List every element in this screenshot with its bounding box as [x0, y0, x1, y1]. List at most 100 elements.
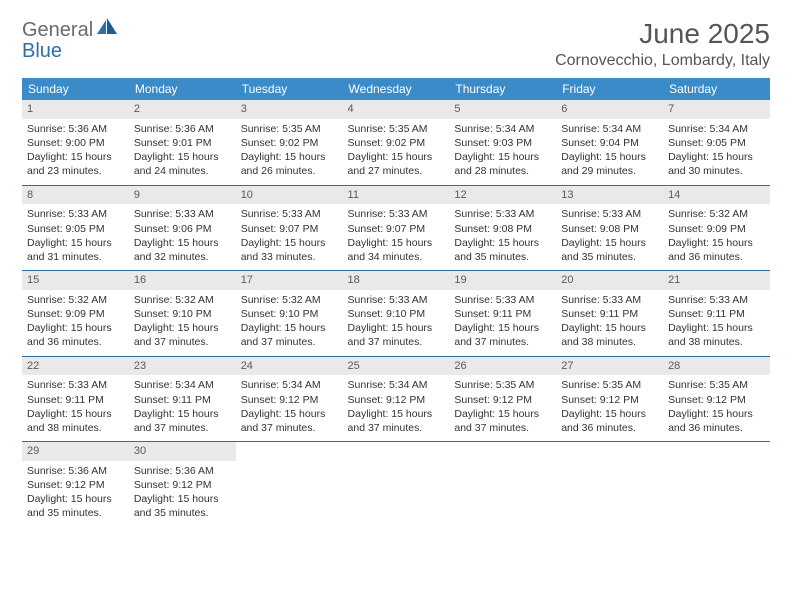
sunrise-line: Sunrise: 5:32 AM — [134, 293, 231, 307]
calendar-day-cell: 26Sunrise: 5:35 AMSunset: 9:12 PMDayligh… — [449, 356, 556, 442]
calendar-day-cell: 10Sunrise: 5:33 AMSunset: 9:07 PMDayligh… — [236, 185, 343, 271]
logo-text-blue: Blue — [22, 40, 62, 62]
sunrise-line: Sunrise: 5:34 AM — [134, 378, 231, 392]
daylight-line: Daylight: 15 hours and 23 minutes. — [27, 150, 124, 178]
sunrise-line: Sunrise: 5:33 AM — [241, 207, 338, 221]
sunset-line: Sunset: 9:12 PM — [241, 393, 338, 407]
day-number: 17 — [236, 271, 343, 290]
weekday-header: Wednesday — [343, 78, 450, 100]
month-title: June 2025 — [555, 18, 770, 50]
sunrise-line: Sunrise: 5:33 AM — [348, 293, 445, 307]
sunrise-line: Sunrise: 5:34 AM — [668, 122, 765, 136]
daylight-line: Daylight: 15 hours and 30 minutes. — [668, 150, 765, 178]
day-number: 5 — [449, 100, 556, 119]
day-number: 9 — [129, 186, 236, 205]
day-details: Sunrise: 5:34 AMSunset: 9:12 PMDaylight:… — [241, 378, 338, 435]
daylight-line: Daylight: 15 hours and 32 minutes. — [134, 236, 231, 264]
daylight-line: Daylight: 15 hours and 37 minutes. — [241, 407, 338, 435]
daylight-line: Daylight: 15 hours and 35 minutes. — [134, 492, 231, 520]
sunrise-line: Sunrise: 5:36 AM — [27, 122, 124, 136]
weekday-header: Friday — [556, 78, 663, 100]
day-number: 30 — [129, 442, 236, 461]
day-details: Sunrise: 5:35 AMSunset: 9:12 PMDaylight:… — [668, 378, 765, 435]
sunrise-line: Sunrise: 5:36 AM — [134, 464, 231, 478]
sunset-line: Sunset: 9:12 PM — [348, 393, 445, 407]
sunrise-line: Sunrise: 5:33 AM — [454, 207, 551, 221]
weekday-header: Sunday — [22, 78, 129, 100]
day-number: 27 — [556, 357, 663, 376]
calendar-day-cell: 5Sunrise: 5:34 AMSunset: 9:03 PMDaylight… — [449, 100, 556, 185]
daylight-line: Daylight: 15 hours and 34 minutes. — [348, 236, 445, 264]
sunrise-line: Sunrise: 5:32 AM — [668, 207, 765, 221]
sunset-line: Sunset: 9:05 PM — [668, 136, 765, 150]
sunrise-line: Sunrise: 5:32 AM — [241, 293, 338, 307]
daylight-line: Daylight: 15 hours and 36 minutes. — [668, 236, 765, 264]
calendar-day-cell: 11Sunrise: 5:33 AMSunset: 9:07 PMDayligh… — [343, 185, 450, 271]
day-number: 16 — [129, 271, 236, 290]
sunrise-line: Sunrise: 5:35 AM — [348, 122, 445, 136]
daylight-line: Daylight: 15 hours and 37 minutes. — [454, 407, 551, 435]
day-details: Sunrise: 5:33 AMSunset: 9:08 PMDaylight:… — [561, 207, 658, 264]
sunset-line: Sunset: 9:10 PM — [348, 307, 445, 321]
calendar-day-cell: .. — [343, 442, 450, 527]
day-number: 25 — [343, 357, 450, 376]
day-number: 2 — [129, 100, 236, 119]
sunset-line: Sunset: 9:12 PM — [134, 478, 231, 492]
sunset-line: Sunset: 9:10 PM — [241, 307, 338, 321]
calendar-week-row: 22Sunrise: 5:33 AMSunset: 9:11 PMDayligh… — [22, 356, 770, 442]
daylight-line: Daylight: 15 hours and 38 minutes. — [561, 321, 658, 349]
day-number: 24 — [236, 357, 343, 376]
sunset-line: Sunset: 9:07 PM — [348, 222, 445, 236]
calendar-day-cell: 20Sunrise: 5:33 AMSunset: 9:11 PMDayligh… — [556, 271, 663, 357]
daylight-line: Daylight: 15 hours and 26 minutes. — [241, 150, 338, 178]
daylight-line: Daylight: 15 hours and 33 minutes. — [241, 236, 338, 264]
weekday-header: Saturday — [663, 78, 770, 100]
sunset-line: Sunset: 9:09 PM — [27, 307, 124, 321]
sunrise-line: Sunrise: 5:35 AM — [241, 122, 338, 136]
day-details: Sunrise: 5:32 AMSunset: 9:10 PMDaylight:… — [134, 293, 231, 350]
sunset-line: Sunset: 9:03 PM — [454, 136, 551, 150]
day-details: Sunrise: 5:36 AMSunset: 9:12 PMDaylight:… — [27, 464, 124, 521]
calendar-day-cell: 12Sunrise: 5:33 AMSunset: 9:08 PMDayligh… — [449, 185, 556, 271]
day-number: 8 — [22, 186, 129, 205]
logo-sail-icon — [97, 23, 119, 40]
logo: General Blue — [22, 18, 119, 62]
day-number: 1 — [22, 100, 129, 119]
day-number: 23 — [129, 357, 236, 376]
calendar-week-row: 1Sunrise: 5:36 AMSunset: 9:00 PMDaylight… — [22, 100, 770, 185]
calendar-week-row: 29Sunrise: 5:36 AMSunset: 9:12 PMDayligh… — [22, 442, 770, 527]
daylight-line: Daylight: 15 hours and 37 minutes. — [241, 321, 338, 349]
sunset-line: Sunset: 9:12 PM — [27, 478, 124, 492]
sunset-line: Sunset: 9:02 PM — [241, 136, 338, 150]
sunset-line: Sunset: 9:08 PM — [561, 222, 658, 236]
weekday-header-row: SundayMondayTuesdayWednesdayThursdayFrid… — [22, 78, 770, 100]
weekday-header: Thursday — [449, 78, 556, 100]
weekday-header: Monday — [129, 78, 236, 100]
calendar-day-cell: 1 Sunrise: 5:36 AMSunset: 9:00 PMDaylight… — [22, 100, 129, 185]
sunset-line: Sunset: 9:12 PM — [561, 393, 658, 407]
sunrise-line: Sunrise: 5:33 AM — [561, 293, 658, 307]
sunrise-line: Sunrise: 5:34 AM — [348, 378, 445, 392]
day-details: Sunrise: 5:34 AMSunset: 9:04 PMDaylight:… — [561, 122, 658, 179]
day-details: Sunrise: 5:33 AMSunset: 9:06 PMDaylight:… — [134, 207, 231, 264]
day-details: Sunrise: 5:33 AMSunset: 9:07 PMDaylight:… — [241, 207, 338, 264]
daylight-line: Daylight: 15 hours and 37 minutes. — [348, 407, 445, 435]
calendar-day-cell: 23Sunrise: 5:34 AMSunset: 9:11 PMDayligh… — [129, 356, 236, 442]
calendar-day-cell: 2Sunrise: 5:36 AMSunset: 9:01 PMDaylight… — [129, 100, 236, 185]
sunset-line: Sunset: 9:11 PM — [27, 393, 124, 407]
day-details: Sunrise: 5:33 AMSunset: 9:07 PMDaylight:… — [348, 207, 445, 264]
sunset-line: Sunset: 9:00 PM — [27, 136, 124, 150]
calendar-day-cell: 3Sunrise: 5:35 AMSunset: 9:02 PMDaylight… — [236, 100, 343, 185]
day-number: 26 — [449, 357, 556, 376]
daylight-line: Daylight: 15 hours and 38 minutes. — [668, 321, 765, 349]
sunset-line: Sunset: 9:07 PM — [241, 222, 338, 236]
sunset-line: Sunset: 9:09 PM — [668, 222, 765, 236]
sunrise-line: Sunrise: 5:32 AM — [27, 293, 124, 307]
day-number: 29 — [22, 442, 129, 461]
calendar-day-cell: .. — [236, 442, 343, 527]
sunset-line: Sunset: 9:04 PM — [561, 136, 658, 150]
logo-text-general: General — [22, 19, 93, 41]
calendar-day-cell: 16 Sunrise: 5:32 AMSunset: 9:10 PMDayligh… — [129, 271, 236, 357]
calendar-day-cell: .. — [449, 442, 556, 527]
daylight-line: Daylight: 15 hours and 24 minutes. — [134, 150, 231, 178]
